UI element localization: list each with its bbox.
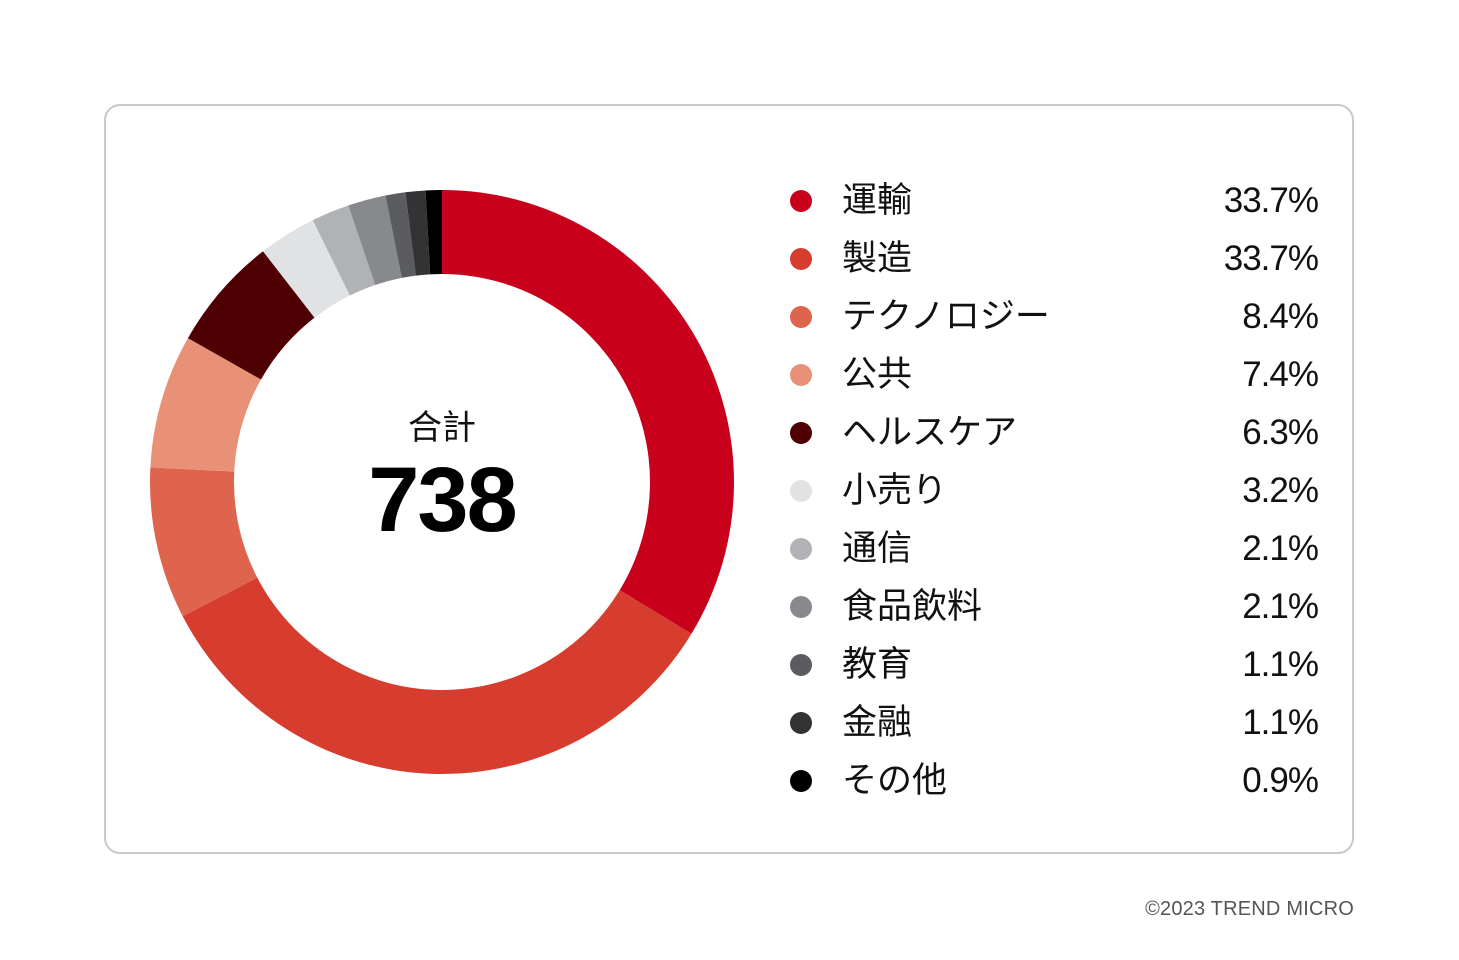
legend-value: 0.9% (1242, 761, 1319, 800)
legend-label: 通信 (842, 529, 913, 569)
legend-item: テクノロジー 8.4% (790, 292, 1319, 350)
legend-value: 1.1% (1242, 703, 1319, 742)
donut-slice-2 (182, 577, 692, 774)
legend-item: 食品飲料 2.1% (790, 582, 1319, 640)
legend-swatch (790, 770, 812, 792)
legend-item: 教育 1.1% (790, 640, 1319, 698)
donut-slice-4 (150, 338, 262, 472)
center-label: 合計 (408, 408, 476, 448)
donut-slice-10 (405, 190, 431, 276)
legend-swatch (790, 538, 812, 560)
legend-item: ヘルスケア 6.3% (790, 408, 1319, 466)
legend-value: 2.1% (1242, 529, 1319, 568)
center-total-value: 738 (368, 449, 518, 551)
donut-slice-9 (385, 192, 416, 278)
donut-slice-5 (187, 251, 315, 380)
legend-label: 小売り (842, 471, 948, 511)
legend-value: 1.1% (1242, 645, 1319, 684)
legend-item: 公共 7.4% (790, 350, 1319, 408)
legend-label: 運輸 (842, 181, 913, 221)
donut-chart: 合計 738 (150, 190, 734, 774)
legend-item: 運輸 33.7% (790, 176, 1319, 234)
legend-swatch (790, 422, 812, 444)
legend-swatch (790, 654, 812, 676)
legend-label: 製造 (842, 239, 913, 279)
donut-slice-8 (348, 195, 402, 286)
legend-label: 公共 (842, 355, 913, 395)
legend-item: その他 0.9% (790, 756, 1319, 814)
legend-label: ヘルスケア (842, 413, 1018, 453)
legend-value: 6.3% (1242, 413, 1319, 452)
legend-label: 金融 (842, 703, 913, 743)
legend-item: 製造 33.7% (790, 234, 1319, 292)
legend-swatch (790, 364, 812, 386)
legend-swatch (790, 480, 812, 502)
donut-slice-11 (425, 190, 442, 275)
legend-swatch (790, 306, 812, 328)
legend-value: 3.2% (1242, 471, 1319, 510)
legend-item: 小売り 3.2% (790, 466, 1319, 524)
donut-slice-3 (150, 467, 258, 617)
legend-value: 33.7% (1223, 239, 1319, 278)
legend-label: 教育 (842, 645, 913, 685)
legend-item: 通信 2.1% (790, 524, 1319, 582)
legend-value: 7.4% (1242, 355, 1319, 394)
legend-swatch (790, 190, 812, 212)
legend-item: 金融 1.1% (790, 698, 1319, 756)
legend-swatch (790, 712, 812, 734)
legend-value: 2.1% (1242, 587, 1319, 626)
legend-label: テクノロジー (842, 297, 1050, 337)
donut-slice-7 (312, 205, 376, 296)
donut-slice-6 (263, 220, 350, 318)
copyright-text: ©2023 TREND MICRO (1145, 898, 1354, 920)
chart-card: 合計 738 運輸 33.7% 製造 33.7% テクノロジー 8.4% 公共 7.4% ヘルス… (104, 104, 1354, 854)
legend-swatch (790, 248, 812, 270)
legend-label: その他 (842, 761, 948, 801)
legend-value: 33.7% (1223, 181, 1319, 220)
legend: 運輸 33.7% 製造 33.7% テクノロジー 8.4% 公共 7.4% ヘルスケア 6.3% 小… (790, 176, 1319, 814)
donut-slice-1 (442, 190, 734, 634)
legend-swatch (790, 596, 812, 618)
legend-label: 食品飲料 (842, 587, 983, 627)
donut-svg (150, 190, 734, 774)
legend-value: 8.4% (1242, 297, 1319, 336)
